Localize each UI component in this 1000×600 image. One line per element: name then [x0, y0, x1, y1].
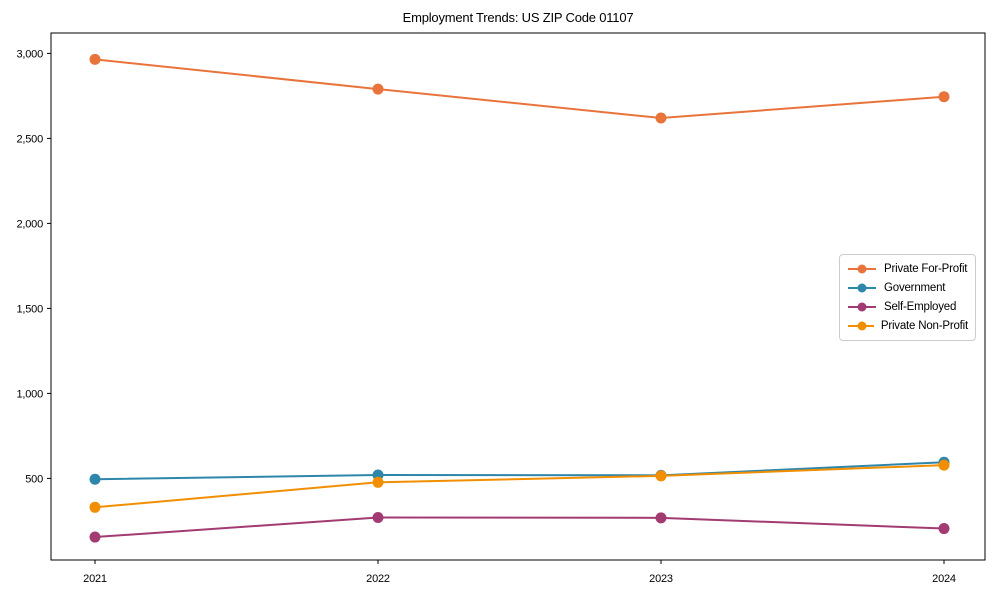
data-point-marker — [938, 523, 950, 535]
legend: Private For-Profit Government Self-Employe… — [839, 254, 976, 341]
legend-item-government: Government — [847, 282, 968, 294]
data-point-marker — [89, 53, 101, 65]
legend-line-sample — [848, 283, 876, 293]
legend-line-sample — [848, 264, 876, 274]
x-tick-label: 2023 — [649, 573, 673, 585]
series-line — [94, 58, 945, 120]
legend-label: Self-Employed — [884, 301, 957, 314]
series-private-for-profit — [89, 53, 950, 124]
x-tick-label: 2024 — [932, 573, 956, 585]
series-line — [94, 464, 945, 509]
y-tick-label: 1,500 — [16, 303, 43, 315]
data-point-marker — [372, 83, 384, 95]
series-line — [94, 516, 945, 539]
x-tick-label: 2022 — [366, 573, 390, 585]
y-tick-label: 2,000 — [16, 218, 43, 230]
y-tick-label: 1,000 — [16, 388, 43, 400]
legend-line-sample — [848, 321, 874, 331]
data-point-marker — [372, 476, 384, 488]
x-tick-label: 2021 — [83, 573, 107, 585]
data-point-marker — [655, 512, 667, 524]
legend-label: Private Non-Profit — [880, 320, 968, 333]
legend-item-private-for-profit: Private For-Profit — [847, 263, 968, 275]
legend-item-private-non-profit: Private Non-Profit — [847, 320, 968, 332]
data-point-marker — [89, 531, 101, 543]
legend-line-sample — [848, 302, 876, 312]
data-point-marker — [938, 459, 950, 471]
data-point-marker — [89, 501, 101, 513]
legend-label: Private For-Profit — [884, 262, 968, 275]
y-tick-label: 3,000 — [16, 48, 43, 60]
y-tick-label: 2,500 — [16, 133, 43, 145]
data-point-marker — [938, 91, 950, 103]
legend-label: Government — [884, 281, 946, 294]
data-point-marker — [89, 473, 101, 485]
data-point-marker — [372, 512, 384, 523]
chart-title: Employment Trends: US ZIP Code 01107 — [402, 10, 634, 25]
data-point-marker — [655, 470, 667, 482]
series-line — [94, 461, 945, 481]
series-self-employed — [89, 512, 950, 543]
series-private-non-profit — [89, 459, 950, 513]
plot-border — [50, 32, 986, 561]
data-point-marker — [655, 112, 667, 124]
legend-item-self-employed: Self-Employed — [847, 301, 968, 313]
y-tick-label: 500 — [25, 473, 43, 485]
